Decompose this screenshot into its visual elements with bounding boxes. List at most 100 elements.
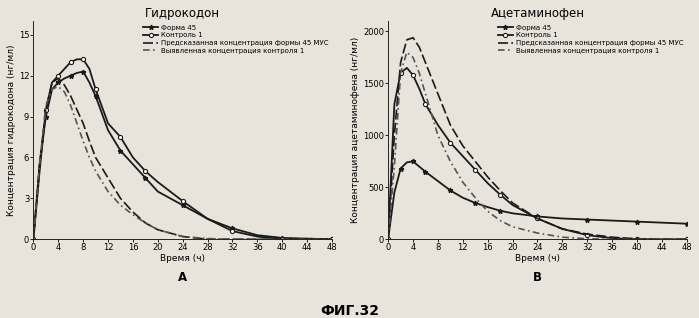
Предсказанная концентрация формы 45 МУС: [633, 237, 641, 241]
Форма 45: [421, 170, 430, 174]
Форма 45: [229, 226, 237, 230]
Предсказанная концентрация формы 45 МУС: [496, 189, 504, 192]
Контроль 1: [66, 60, 75, 64]
Форма 45: [328, 237, 336, 241]
Контроль 1: [390, 102, 398, 106]
Выявленная концентрация контроля 1: [36, 162, 44, 166]
Выявленная концентрация контроля 1: [79, 139, 87, 143]
Контроль 1: [85, 67, 94, 71]
Выявленная концентрация контроля 1: [303, 237, 311, 241]
Форма 45: [66, 74, 75, 78]
Предсказанная концентрация формы 45 МУС: [60, 83, 69, 87]
Форма 45: [303, 237, 311, 240]
Выявленная концентрация контроля 1: [415, 71, 424, 75]
Форма 45: [583, 218, 591, 221]
Контроль 1: [409, 73, 417, 77]
Форма 45: [73, 71, 81, 75]
Выявленная концентрация контроля 1: [496, 219, 504, 223]
Контроль 1: [154, 180, 162, 184]
Контроль 1: [496, 193, 504, 197]
Предсказанная концентрация формы 45 МУС: [141, 221, 150, 225]
Контроль 1: [583, 233, 591, 237]
Форма 45: [178, 203, 187, 207]
Предсказанная концентрация формы 45 МУС: [54, 76, 62, 80]
Контроль 1: [42, 108, 50, 112]
Выявленная концентрация контроля 1: [608, 237, 617, 241]
Контроль 1: [421, 102, 430, 106]
Контроль 1: [278, 237, 287, 241]
Предсказанная концентрация формы 45 МУС: [92, 156, 100, 159]
Выявленная концентрация контроля 1: [66, 104, 75, 107]
Выявленная концентрация контроля 1: [104, 190, 113, 193]
Форма 45: [415, 165, 424, 169]
Выявленная концентрация контроля 1: [396, 71, 405, 75]
Выявленная концентрация контроля 1: [459, 180, 467, 184]
Предсказанная концентрация формы 45 МУС: [253, 237, 261, 241]
Предсказанная концентрация формы 45 МУС: [384, 237, 392, 241]
Контроль 1: [328, 237, 336, 241]
Форма 45: [48, 87, 56, 91]
Выявленная концентрация контроля 1: [384, 237, 392, 241]
Форма 45: [203, 217, 212, 221]
Контроль 1: [141, 169, 150, 173]
Контроль 1: [104, 121, 113, 125]
Предсказанная концентрация формы 45 МУС: [403, 38, 411, 42]
Предсказанная концентрация формы 45 МУС: [129, 210, 137, 214]
Контроль 1: [48, 80, 56, 84]
Выявленная концентрация контроля 1: [471, 196, 480, 200]
Контроль 1: [36, 169, 44, 173]
Форма 45: [658, 221, 666, 225]
Выявленная концентрация контроля 1: [409, 56, 417, 59]
Выявленная концентрация контроля 1: [508, 225, 517, 229]
Выявленная концентрация контроля 1: [54, 85, 62, 88]
Выявленная концентрация контроля 1: [129, 213, 137, 217]
Предсказанная концентрация формы 45 МУС: [471, 159, 480, 163]
Форма 45: [533, 215, 542, 218]
Выявленная концентрация контроля 1: [229, 237, 237, 241]
Предсказанная концентрация формы 45 МУС: [303, 237, 311, 241]
Контроль 1: [484, 181, 492, 185]
Контроль 1: [79, 57, 87, 61]
Предсказанная концентрация формы 45 МУС: [29, 237, 38, 241]
Контроль 1: [459, 154, 467, 158]
Выявленная концентрация контроля 1: [29, 237, 38, 241]
Контроль 1: [29, 237, 38, 241]
Title: Гидрокодон: Гидрокодон: [145, 7, 220, 20]
Контроль 1: [415, 87, 424, 91]
Форма 45: [396, 167, 405, 170]
Выявленная концентрация контроля 1: [253, 237, 261, 241]
Предсказанная концентрация формы 45 МУС: [48, 80, 56, 84]
Контроль 1: [60, 67, 69, 71]
Контроль 1: [558, 227, 566, 231]
Выявленная концентрация контроля 1: [141, 221, 150, 225]
Выявленная концентрация контроля 1: [203, 237, 212, 240]
Форма 45: [633, 220, 641, 224]
Предсказанная концентрация формы 45 МУС: [85, 139, 94, 143]
Контроль 1: [203, 217, 212, 221]
Предсказанная концентрация формы 45 МУС: [278, 237, 287, 241]
Выявленная концентрация контроля 1: [403, 50, 411, 54]
Форма 45: [60, 76, 69, 80]
Предсказанная концентрация формы 45 МУС: [433, 92, 442, 96]
Контроль 1: [403, 66, 411, 70]
Предсказанная концентрация формы 45 МУС: [116, 197, 124, 200]
Предсказанная концентрация формы 45 МУС: [658, 237, 666, 241]
Выявленная концентрация контроля 1: [328, 237, 336, 241]
Line: Выявленная концентрация контроля 1: Выявленная концентрация контроля 1: [34, 86, 332, 239]
Выявленная концентрация контроля 1: [42, 104, 50, 107]
Форма 45: [446, 189, 454, 192]
Line: Предсказанная концентрация формы 45 МУС: Предсказанная концентрация формы 45 МУС: [388, 38, 686, 239]
Форма 45: [433, 179, 442, 183]
Предсказанная концентрация формы 45 МУС: [229, 237, 237, 241]
Контроль 1: [129, 156, 137, 159]
Предсказанная концентрация формы 45 МУС: [484, 175, 492, 179]
Контроль 1: [178, 199, 187, 203]
Предсказанная концентрация формы 45 МУС: [409, 36, 417, 40]
Выявленная концентрация контроля 1: [48, 87, 56, 91]
Форма 45: [403, 161, 411, 164]
Форма 45: [496, 209, 504, 213]
Предсказанная концентрация формы 45 МУС: [203, 237, 212, 241]
Форма 45: [459, 196, 467, 200]
Предсказанная концентрация формы 45 МУС: [608, 235, 617, 239]
Y-axis label: Концентрация гидрокодона (нг/мл): Концентрация гидрокодона (нг/мл): [7, 45, 16, 216]
